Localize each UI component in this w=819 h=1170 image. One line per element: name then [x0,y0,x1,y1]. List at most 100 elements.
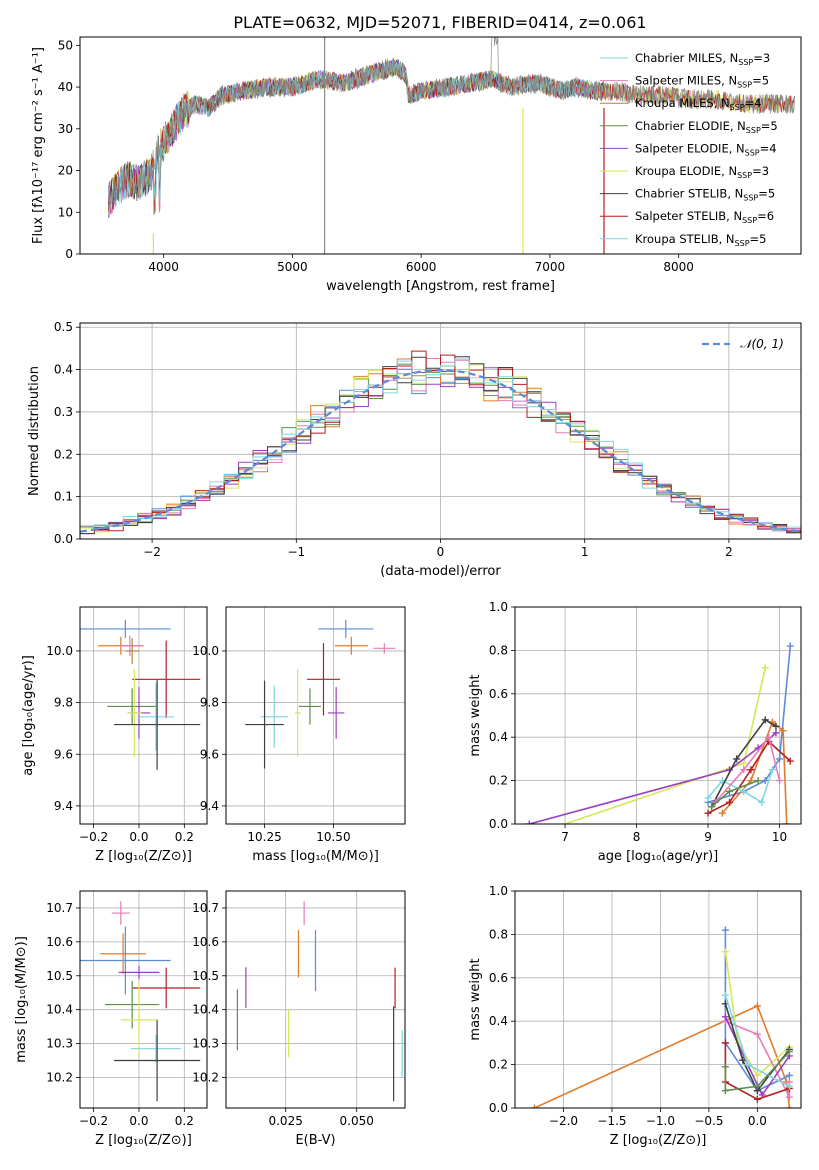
tick-label-y: 0.8 [489,927,508,941]
weight-marker [733,755,741,763]
weight-marker [785,1104,793,1108]
weight-marker [783,820,791,824]
weight-marker [776,777,784,785]
tick-label-y: 30 [58,122,73,136]
age_vs_mass-grid [226,607,405,824]
tick-label-y: 0.3 [54,405,73,419]
weight-marker [754,777,762,785]
weight-marker [739,1056,747,1064]
tick-label-y: 0.8 [489,643,508,657]
age_vs_mass-frame [225,606,406,825]
weight-marker [761,777,769,785]
tick-label-x: 9 [704,830,712,844]
histogram-purple [80,367,801,535]
tick-label-x: 2 [725,545,733,559]
tick-label-x: −0.2 [79,1114,108,1128]
legend-entry: Chabrier MILES, NSSP=3 [635,51,770,67]
weight-marker [753,1071,761,1079]
figure-title: PLATE=0632, MJD=52071, FIBERID=0414, z=0… [233,13,646,32]
tick-label-x: 10.50 [316,830,350,844]
residuals-ylabel: Normed distribution [27,366,42,496]
tick-label-x: 4000 [148,260,179,274]
tick-label-y: 10.5 [192,969,219,983]
weight-marker [704,794,712,802]
weight-marker [761,716,769,724]
weight-marker [785,1048,793,1056]
errorbar-point [125,638,139,664]
tick-label-y: 10.2 [46,1070,73,1084]
weight-marker [765,733,773,741]
errorbar-point [118,635,142,657]
errorbar-point [327,687,345,739]
residuals-ticks: −2 −1 0 1 2 0.0 0.1 0.2 0.3 0.4 0.5 [54,320,733,559]
mass_vs_Z-panel: −0.2 0.0 0.2 10.2 10.3 10.4 10.5 10.6 10.7 Z [log… [14,890,208,1148]
tick-label-x: 0.0 [748,1114,767,1128]
age_vs_Z-panel: −0.2 0.0 0.2 9.4 9.6 9.8 10.0 Z [log₁₀(Z/Z⊙)] ag… [21,606,208,864]
spectrum-legend: Chabrier MILES, NSSP=3 Salpeter MILES, NS… [600,51,778,248]
mass_vs_ebv-frame [225,890,406,1109]
weight-marker [525,820,533,824]
errorbar-point [120,982,158,1058]
weight-line-yellow [564,667,767,824]
errorbar-point [132,967,201,1009]
errorbar-point [245,680,284,769]
weight-line-blue [707,646,792,804]
tick-label-x: 0.050 [340,1114,374,1128]
age_vs_Z-plot [80,619,201,770]
weight_vs_Z-panel: −2.0 −1.5 −1.0 −0.5 0.0 0.0 0.2 0.4 0.6 0.8 1.0 Z [… [468,884,802,1148]
tick-label-x: 1 [581,545,589,559]
mass_vs_ebv-panel: 0.025 0.050 10.2 10.3 10.4 10.5 10.6 10.7 E(B-V) [192,890,406,1148]
errorbar-point [100,933,146,975]
errorbar-point [294,669,301,757]
tick-label-y: 0.2 [489,1058,508,1072]
weight_vs_age-ylabel: mass weight [468,674,483,756]
weight_vs_age-grid [515,606,801,825]
gaussian-curve [80,368,801,533]
residuals-panel: −2 −1 0 1 2 0.0 0.1 0.2 0.3 0.4 0.5 (data-model)/er… [27,320,802,579]
weight_vs_age-plot [525,642,794,824]
errorbar-point [114,1019,201,1102]
errorbar-point [114,679,201,770]
weight_vs_age-ticks: 7 8 9 10 0.0 0.2 0.4 0.6 0.8 1.0 [489,600,787,844]
tick-label-x: 7 [561,830,569,844]
age_vs_mass-panel: 10.25 10.50 9.4 9.6 9.8 10.0 mass [log₁₀(M/M⊙)… [192,606,406,864]
residuals-frame [79,322,802,540]
tick-label-y: 10.6 [192,935,219,949]
legend-entry: Chabrier STELIB, NSSP=5 [635,187,775,203]
weight-marker [721,926,729,934]
tick-label-x: 10.25 [247,830,281,844]
residuals-plot [80,350,801,537]
tick-label-y: 0.0 [54,532,73,546]
tick-label-x: −2 [143,545,161,559]
tick-label-y: 10.7 [192,901,219,915]
residuals-legend: 𝒩(0, 1) [702,337,784,351]
tick-label-y: 9.6 [200,747,219,761]
weight-marker [758,798,766,806]
weight-marker [761,664,769,672]
spectrum-plot [107,37,795,254]
age_vs_Z-ylabel: age [log₁₀(age/yr)] [21,655,36,776]
spectrum-line [108,60,795,216]
mass_vs_ebv-ticks: 0.025 0.050 10.2 10.3 10.4 10.5 10.6 10.7 [192,901,374,1128]
mass_vs_ebv-xlabel: E(B-V) [295,1133,335,1148]
weight-line-purple [529,732,777,824]
legend-entry: Salpeter MILES, NSSP=5 [635,74,769,90]
errorbar-point [111,901,130,925]
weight-line-yellow [724,951,790,1077]
weight-marker [779,727,787,735]
tick-label-x: −1.5 [597,1114,626,1128]
tick-label-x: 7000 [535,260,566,274]
weight-marker [726,798,733,806]
weight-marker [721,1087,729,1095]
legend-entry: Kroupa STELIB, NSSP=5 [635,232,766,248]
tick-label-y: 10.0 [46,644,73,658]
weight-line-pink [714,735,781,803]
mass_vs_ebv-plot [236,901,403,1102]
spectrum-ticks: 4000 5000 6000 7000 8000 0 10 20 30 40 50 [58,38,694,274]
tick-label-x: −0.5 [694,1114,723,1128]
legend-entry: Salpeter STELIB, NSSP=6 [635,209,774,225]
tick-label-y: 0.2 [54,447,73,461]
legend-entry: 𝒩(0, 1) [740,337,784,351]
tick-label-y: 0.1 [54,490,73,504]
